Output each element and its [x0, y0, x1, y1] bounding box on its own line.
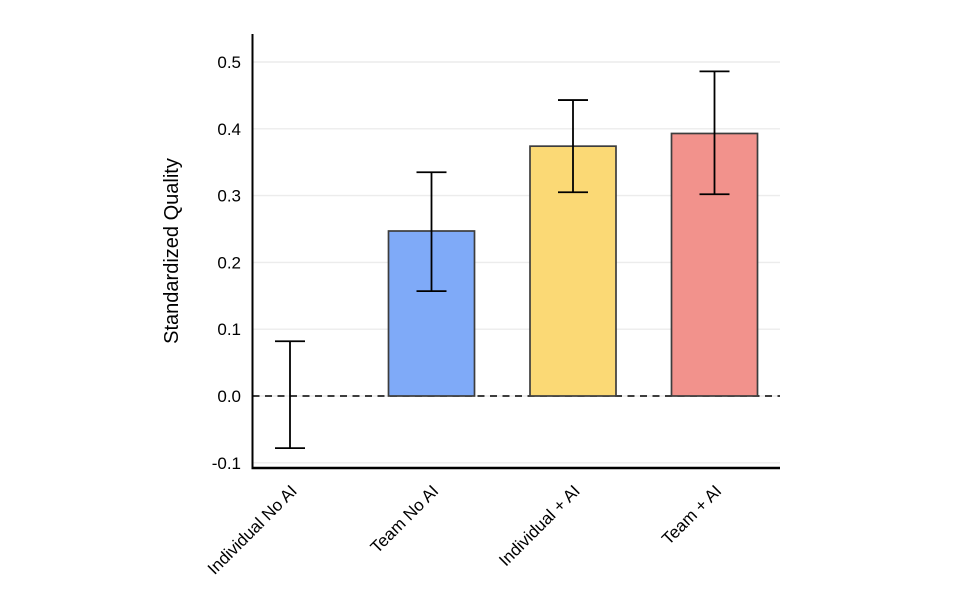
- y-tick-label--0.1: -0.1: [212, 454, 241, 473]
- y-tick-label-0.0: 0.0: [217, 387, 241, 406]
- x-category-label-individual-ai: Individual + AI: [495, 481, 584, 570]
- y-tick-label-0.2: 0.2: [217, 253, 241, 272]
- y-axis-title: Standardized Quality: [161, 158, 183, 344]
- y-tick-label-0.5: 0.5: [217, 53, 241, 72]
- y-tick-label-0.4: 0.4: [217, 120, 241, 139]
- y-tick-label-0.1: 0.1: [217, 320, 241, 339]
- x-category-label-individual-no-ai: Individual No AI: [204, 481, 301, 578]
- x-category-label-team-no-ai: Team No AI: [367, 481, 443, 557]
- x-category-label-team-ai: Team + AI: [658, 481, 725, 548]
- y-tick-label-0.3: 0.3: [217, 187, 241, 206]
- plot-area: -0.1 0.0 0.1 0.2 0.3 0.4 0.5 Individual No AI Te…: [204, 34, 780, 578]
